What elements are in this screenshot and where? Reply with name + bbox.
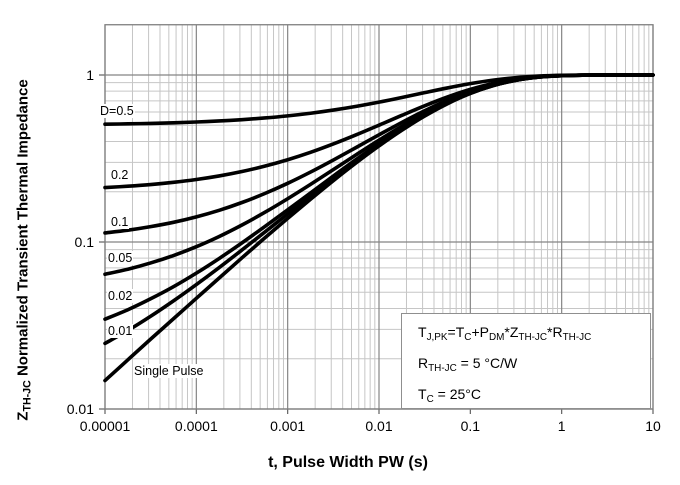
curve-label-0.2: 0.2 [110,168,130,182]
text-segment: = 25°C [433,386,481,402]
text-segment: =T [447,324,465,340]
text-segment: *R [547,324,563,340]
curve-label-d-0.5: D=0.5 [99,104,135,118]
curve-label-0.01: 0.01 [107,324,134,338]
subscript-text: TH-JC [428,362,457,374]
subscript-text: C [426,393,434,405]
subscript-text: J,PK [426,331,448,343]
text-segment: T [418,386,427,402]
x-tick-label: 0.01 [365,418,393,434]
y-tick-label: 0.01 [66,401,94,417]
x-tick-label: 0.001 [270,418,306,434]
text-segment: T [418,324,427,340]
y-tick-label: 1 [86,67,94,83]
text-segment: +P [471,324,489,340]
text-segment: Z [14,411,32,421]
subscript-text: TH-JC [518,331,548,343]
x-tick-label: 0.00001 [79,418,131,434]
text-segment: = 5 °C/W [456,355,518,371]
x-tick-label: 0.0001 [174,418,218,434]
subscript-text: DM [488,331,505,343]
formula-annotation-box: TJ,PK=TC+PDM*ZTH-JC*RTH-JC RTH-JC = 5 °C/… [401,313,651,409]
x-tick-label: 10 [645,418,661,434]
curve-label-0.02: 0.02 [107,289,134,303]
plot-frame [104,24,654,410]
curve-label-0.05: 0.05 [107,251,134,265]
text-segment: *Z [504,324,519,340]
formula-line-2: RTH-JC = 5 °C/W [418,349,650,380]
y-tick-label: 0.1 [74,234,94,250]
curve-label-single-pulse: Single Pulse [133,364,205,378]
formula-line-1: TJ,PK=TC+PDM*ZTH-JC*RTH-JC [418,318,650,349]
curve-single-pulse [103,73,655,383]
subscript-text: C [464,331,472,343]
text-segment: R [418,355,429,371]
x-tick-label: 0.1 [460,418,481,434]
curve-label-0.1: 0.1 [110,215,130,229]
y-axis-title: ZTH-JC Normalized Transient Thermal Impe… [14,79,34,421]
subscript-text: TH-JC [562,331,592,343]
formula-line-3: TC = 25°C [418,380,650,411]
x-tick-label: 1 [557,418,566,434]
text-segment: Normalized Transient Thermal Impedance [14,79,32,381]
x-axis-title: t, Pulse Width PW (s) [268,454,428,471]
subscript-text: TH-JC [21,380,34,412]
